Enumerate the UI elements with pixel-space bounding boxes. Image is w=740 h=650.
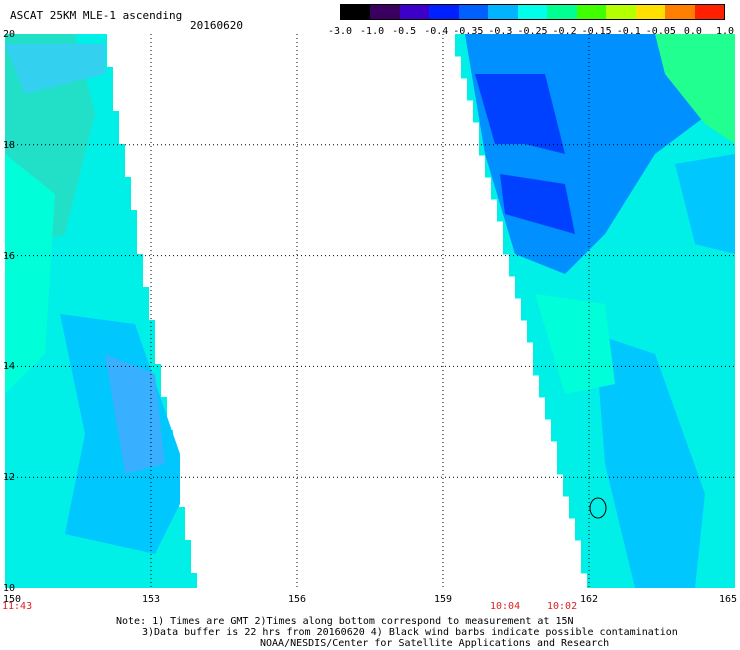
color-scale-label: -0.15 — [581, 26, 612, 37]
right-swath-row — [503, 232, 735, 244]
color-scale-label: -0.3 — [488, 26, 513, 37]
product-date: 20160620 — [190, 19, 243, 32]
color-scale-segment — [547, 5, 577, 19]
time-label-right-b: 10:02 — [547, 601, 578, 612]
left-swath-row — [5, 287, 149, 299]
left-swath-light-patch — [5, 154, 55, 394]
right-swath-south-band — [595, 334, 705, 588]
color-scale-label: 0.0 — [683, 26, 702, 37]
color-scale-segment — [370, 5, 400, 19]
color-scale-label: -0.5 — [392, 26, 417, 37]
product-title: ASCAT 25KM MLE-1 ascending — [10, 9, 183, 22]
right-swath — [455, 34, 735, 588]
longitude-tick-label: 162 — [579, 594, 599, 605]
right-swath-row — [515, 287, 735, 299]
color-scale-label: -3.0 — [327, 26, 353, 37]
right-swath-dark-patch-b — [500, 174, 575, 234]
right-swath-green-corner — [655, 34, 735, 144]
color-scale-label: -0.05 — [645, 26, 676, 37]
left-swath-row — [5, 584, 197, 588]
longitude-tick-label: 150 — [2, 594, 22, 605]
swath-map — [5, 34, 735, 588]
color-scale-bar — [340, 4, 725, 20]
longitude-tick-label: 159 — [433, 594, 453, 605]
note-line-3: NOAA/NESDIS/Center for Satellite Applica… — [260, 638, 610, 649]
left-swath-row — [5, 562, 191, 574]
left-swath-row — [5, 573, 197, 585]
color-scale-segment — [399, 5, 430, 19]
note-line-1: Note: 1) Times are GMT 2)Times along bot… — [116, 616, 574, 627]
color-scale-segment — [517, 5, 548, 19]
right-swath-row — [503, 221, 735, 233]
left-swath-row — [5, 265, 143, 277]
right-swath-row — [509, 265, 735, 277]
left-swath-row — [5, 221, 137, 233]
longitude-tick-label: 165 — [718, 594, 738, 605]
color-scale-segment — [341, 5, 371, 19]
color-scale-label: 1.0 — [715, 26, 735, 37]
left-swath-row — [5, 298, 149, 310]
color-scale-segment — [576, 5, 607, 19]
left-swath-row — [5, 276, 143, 288]
time-label-left: 11:43 — [2, 601, 33, 612]
left-swath-row — [5, 210, 137, 222]
right-swath-row — [527, 331, 735, 343]
color-scale-segment — [606, 5, 636, 19]
latitude-tick-label: 18 — [3, 139, 16, 151]
color-scale-label: -1.0 — [360, 26, 385, 37]
color-scale-label: -0.1 — [616, 26, 641, 37]
note-line-2: 3)Data buffer is 22 hrs from 20160620 4)… — [142, 627, 678, 638]
left-swath-row — [5, 243, 137, 255]
left-swath-row — [5, 540, 191, 552]
longitude-tick-label: 156 — [287, 594, 307, 605]
right-swath-dark-patch-a — [475, 74, 565, 154]
right-swath-light-patch — [535, 294, 615, 394]
latitude-tick-label: 14 — [3, 361, 16, 373]
right-swath-east-blue — [675, 154, 735, 254]
color-scale-segment — [458, 5, 489, 19]
left-swath-row — [5, 232, 137, 244]
color-scale-segment — [488, 5, 518, 19]
latitude-tick-label: 20 — [3, 29, 16, 40]
latitude-tick-label: 16 — [3, 250, 16, 262]
right-swath-row — [509, 254, 735, 266]
latitude-tick-label: 12 — [3, 472, 16, 484]
color-scale-label: -0.4 — [424, 26, 449, 37]
color-scale-label: -0.25 — [517, 26, 548, 37]
right-swath-row — [521, 298, 735, 310]
left-swath-row — [5, 254, 143, 266]
color-scale-segment — [694, 5, 725, 19]
right-swath-row — [521, 309, 735, 321]
left-swath-row — [5, 309, 149, 321]
time-label-right-a: 10:04 — [490, 601, 521, 612]
left-swath-row — [5, 551, 191, 563]
color-scale-label: -0.2 — [552, 26, 577, 37]
color-scale-segment — [429, 5, 459, 19]
right-swath-row — [503, 243, 735, 255]
left-swath-top-patch — [5, 44, 105, 94]
contamination-contour — [589, 497, 607, 519]
left-swath — [5, 34, 197, 588]
right-swath-row — [527, 320, 735, 332]
longitude-tick-label: 153 — [141, 594, 161, 605]
color-scale-label: -0.35 — [453, 26, 484, 37]
right-swath-row — [515, 276, 735, 288]
left-swath-blue-core — [105, 354, 165, 474]
color-scale-segment — [635, 5, 666, 19]
color-scale-segment — [665, 5, 695, 19]
lat-lon-grid — [5, 34, 735, 588]
latitude-tick-label: 10 — [3, 583, 16, 594]
